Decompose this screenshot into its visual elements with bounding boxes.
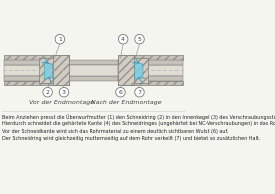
Bar	[126, 58, 148, 83]
Text: 1: 1	[58, 37, 62, 42]
Bar	[118, 60, 183, 65]
Bar	[118, 76, 183, 81]
Text: 7: 7	[138, 90, 142, 95]
Text: Beim Anziehen presst die Überwurfmutter (1) den Schneidring (2) in den Innenkege: Beim Anziehen presst die Überwurfmutter …	[2, 114, 275, 120]
Polygon shape	[44, 62, 53, 79]
Bar	[118, 55, 183, 60]
Text: Vor der Endmontage: Vor der Endmontage	[29, 100, 94, 105]
Circle shape	[116, 87, 125, 97]
Polygon shape	[135, 62, 143, 79]
Bar	[4, 65, 69, 76]
Text: Hierdurch schneidet die gehärtete Kante (4) des Schneidringes (ungehärtet bei NC: Hierdurch schneidet die gehärtete Kante …	[2, 121, 275, 126]
Bar	[4, 60, 69, 65]
Circle shape	[119, 34, 128, 44]
Bar	[4, 55, 69, 60]
Text: Der Schneidring wird gleichzeitig mutternseitig auf dem Rohr verkeilt (7) und bi: Der Schneidring wird gleichzeitig mutter…	[2, 136, 260, 141]
Bar	[118, 65, 183, 76]
Text: 3: 3	[62, 90, 66, 95]
Circle shape	[59, 87, 69, 97]
Bar	[40, 58, 61, 83]
Bar	[69, 65, 118, 76]
Text: 6: 6	[119, 90, 122, 95]
Bar	[4, 76, 69, 81]
Bar	[126, 58, 148, 83]
Bar	[53, 55, 69, 85]
Bar	[118, 81, 183, 85]
Bar	[118, 81, 183, 85]
Text: Vor der Schneidkante wird sich das Rohrmaterial zu einem deutlich sichtbaren Wul: Vor der Schneidkante wird sich das Rohrm…	[2, 129, 229, 134]
Bar	[4, 81, 69, 85]
Bar	[118, 55, 134, 85]
Bar	[40, 58, 61, 83]
Bar	[4, 81, 69, 85]
Circle shape	[135, 34, 144, 44]
Circle shape	[135, 87, 144, 97]
Bar	[69, 60, 118, 65]
Bar	[118, 55, 183, 60]
Circle shape	[55, 34, 65, 44]
Bar	[69, 76, 118, 81]
Bar	[118, 55, 134, 85]
Text: 2: 2	[46, 90, 50, 95]
Text: Nach der Endmontage: Nach der Endmontage	[90, 100, 161, 105]
Bar	[4, 55, 69, 60]
Text: 5: 5	[138, 37, 141, 42]
Bar	[53, 55, 69, 85]
Circle shape	[43, 87, 53, 97]
Text: 4: 4	[121, 37, 125, 42]
